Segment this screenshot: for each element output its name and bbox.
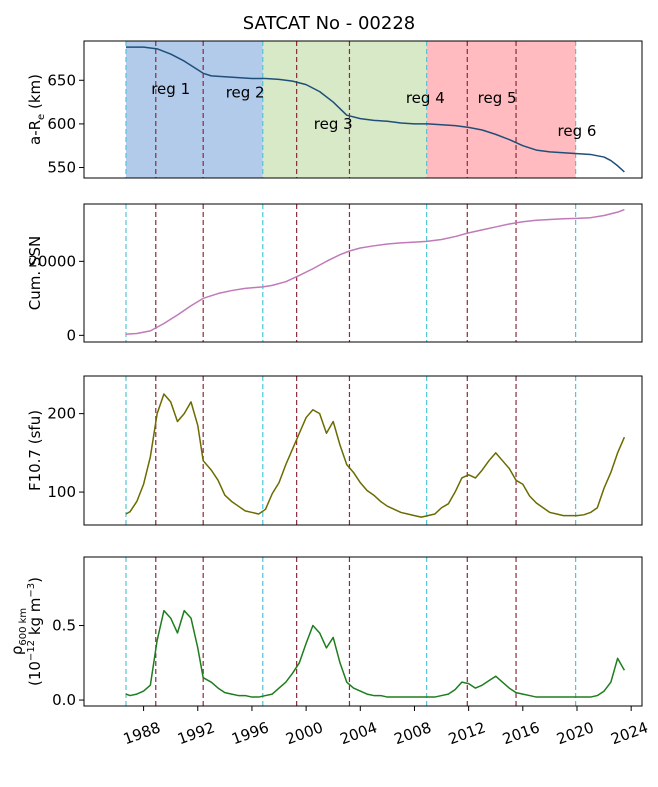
y-tick-label-density-0: 0.0 xyxy=(52,691,76,709)
x-tick-label-6: 2012 xyxy=(446,718,488,748)
panel-frame-density xyxy=(83,556,643,707)
x-tick-label-5: 2008 xyxy=(392,718,434,748)
region-band-6 xyxy=(516,41,576,178)
y-tick-label-altitude-1: 600 xyxy=(47,115,76,133)
y-axis-label-cumssn: Cum. SSN xyxy=(26,236,44,310)
region-band-3 xyxy=(262,41,350,178)
region-band-2 xyxy=(203,41,263,178)
y-tick-label-cumssn-1: 20000 xyxy=(28,252,76,270)
y-axis-label-unit: (km) xyxy=(26,74,44,114)
region-label-1: reg 1 xyxy=(151,80,190,98)
series-line-f107 xyxy=(125,393,626,518)
y-axis-label-sup: −12 xyxy=(26,640,37,661)
region-label-2: reg 2 xyxy=(226,84,265,102)
region-band-5 xyxy=(426,41,517,178)
x-tick-label-0: 1988 xyxy=(121,718,163,748)
y-axis-label-f107: F10.7 (sfu) xyxy=(26,410,44,491)
y-axis-label-symbol: ρ xyxy=(8,646,26,656)
panel-frame-altitude xyxy=(83,40,643,179)
y-axis-label-sup2: −3 xyxy=(26,583,37,598)
x-tick-label-7: 2016 xyxy=(500,718,542,748)
region-band-1 xyxy=(125,41,204,178)
y-axis-label-sub: e xyxy=(36,114,47,120)
y-tick-label-cumssn-0: 0 xyxy=(66,326,76,344)
y-tick-label-altitude-2: 650 xyxy=(47,71,76,89)
y-axis-label-altitude: a-Re (km) xyxy=(26,74,47,145)
y-axis-label-sub: 600 km xyxy=(18,608,29,646)
y-axis-label-line2-mid: kg m xyxy=(26,598,44,640)
panel-frame-f107 xyxy=(83,375,643,526)
y-tick-label-f107-1: 200 xyxy=(47,405,76,423)
region-label-3: reg 3 xyxy=(314,115,353,133)
panel-frame-cumssn xyxy=(83,203,643,343)
y-axis-label-line2: (10−12 kg m−3) xyxy=(26,577,44,686)
x-tick-label-8: 2020 xyxy=(554,718,596,748)
y-axis-label-main: a-R xyxy=(26,120,44,145)
y-axis-label-close: ) xyxy=(26,577,44,583)
x-tick-label-1: 1992 xyxy=(175,718,217,748)
y-tick-label-density-1: 0.5 xyxy=(52,617,76,635)
chart-title: SATCAT No - 00228 xyxy=(243,13,416,34)
y-axis-label-density: ρ600 km xyxy=(8,608,29,655)
y-tick-label-f107-0: 100 xyxy=(47,483,76,501)
x-tick-label-3: 2000 xyxy=(283,718,325,748)
x-axis: 1988 1992 1996 2000 2004 2008 2012 2016 2020 2024 xyxy=(121,706,650,748)
region-label-6: reg 6 xyxy=(558,122,597,140)
x-tick-label-4: 2004 xyxy=(338,718,380,748)
region-label-4: reg 4 xyxy=(406,89,445,107)
y-tick-label-altitude-0: 550 xyxy=(47,159,76,177)
series-line-density xyxy=(125,609,626,698)
series-line-cumssn xyxy=(125,208,625,335)
y-axis-label-line2-start: (10 xyxy=(26,661,44,686)
region-band-4 xyxy=(349,41,427,178)
region-label-5: reg 5 xyxy=(478,89,517,107)
x-tick-label-2: 1996 xyxy=(229,718,271,748)
x-tick-label-9: 2024 xyxy=(608,718,650,748)
series-line-altitude xyxy=(125,46,625,173)
